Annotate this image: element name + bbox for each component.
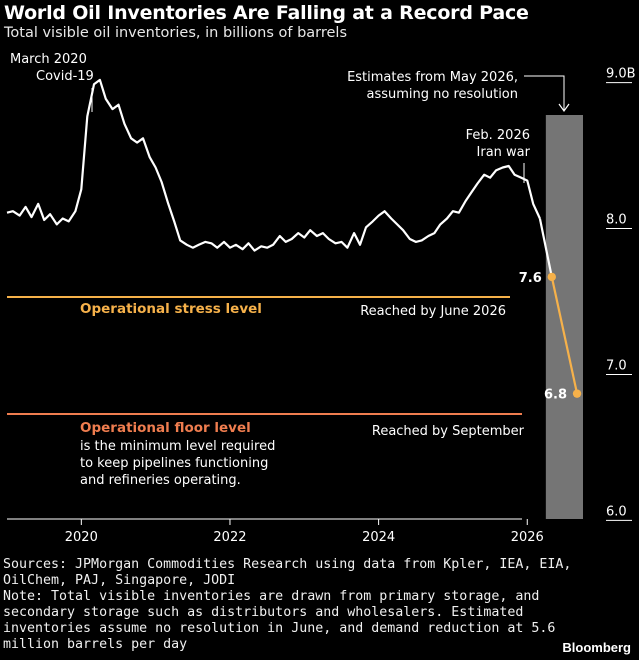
x-tick-label: 2026: [511, 530, 544, 545]
floor-description: is the minimum level required: [80, 439, 275, 454]
footer-line: Sources: JPMorgan Commodities Research u…: [3, 557, 572, 572]
footer-line: OilChem, PAJ, Singapore, JODI: [3, 573, 236, 588]
floor-reached-label: Reached by September: [372, 424, 525, 439]
stress-level-label: Operational stress level: [80, 301, 262, 317]
floor-level-label: Operational floor level: [80, 420, 251, 436]
footer-line: inventories assume no resolution in June…: [3, 621, 556, 636]
estimate-line-white: [538, 218, 553, 278]
footer-notes: Sources: JPMorgan Commodities Research u…: [3, 557, 572, 653]
y-tick-label: 9.0B: [606, 67, 636, 82]
estimate-band: [545, 115, 583, 519]
inventory-line: [6, 78, 541, 252]
x-tick-label: 2024: [362, 530, 395, 545]
covid-annotation: Covid-19: [36, 69, 94, 84]
estimates-annotation: assuming no resolution: [366, 87, 518, 102]
estimate-line-orange: [550, 276, 579, 394]
footer-line: secondary storage such as distributors a…: [3, 605, 524, 620]
covid-annotation: March 2020: [10, 52, 87, 67]
y-tick-label: 8.0: [606, 213, 627, 228]
floor-description: to keep pipelines functioning: [80, 456, 268, 471]
y-tick-label: 7.0: [606, 358, 627, 373]
floor-description: and refineries operating.: [80, 473, 241, 488]
chart: Operational stress level Operational floo…: [6, 52, 636, 545]
y-tick-label: 6.0: [606, 504, 627, 519]
x-tick-label: 2022: [213, 530, 246, 545]
estimates-annotation: Estimates from May 2026,: [347, 70, 518, 85]
stress-reached-label: Reached by June 2026: [360, 304, 506, 319]
iran-annotation: Feb. 2026: [466, 128, 530, 143]
footer-line: million barrels per day: [3, 637, 188, 652]
footer-line: Note: Total visible inventories are draw…: [3, 589, 540, 604]
estimate-point-label: 7.6: [519, 271, 542, 286]
estimate-point: [572, 389, 582, 398]
estimate-point-label: 6.8: [544, 388, 567, 403]
estimates-arrow: [558, 103, 570, 113]
chart-subtitle: Total visible oil inventories, in billio…: [4, 25, 348, 41]
iran-annotation: Iran war: [477, 145, 531, 160]
bloomberg-logo: Bloomberg: [562, 640, 631, 655]
chart-title: World Oil Inventories Are Falling at a R…: [4, 2, 529, 24]
estimates-leader: [524, 75, 565, 110]
estimate-point: [547, 272, 556, 282]
x-tick-label: 2020: [65, 530, 98, 545]
